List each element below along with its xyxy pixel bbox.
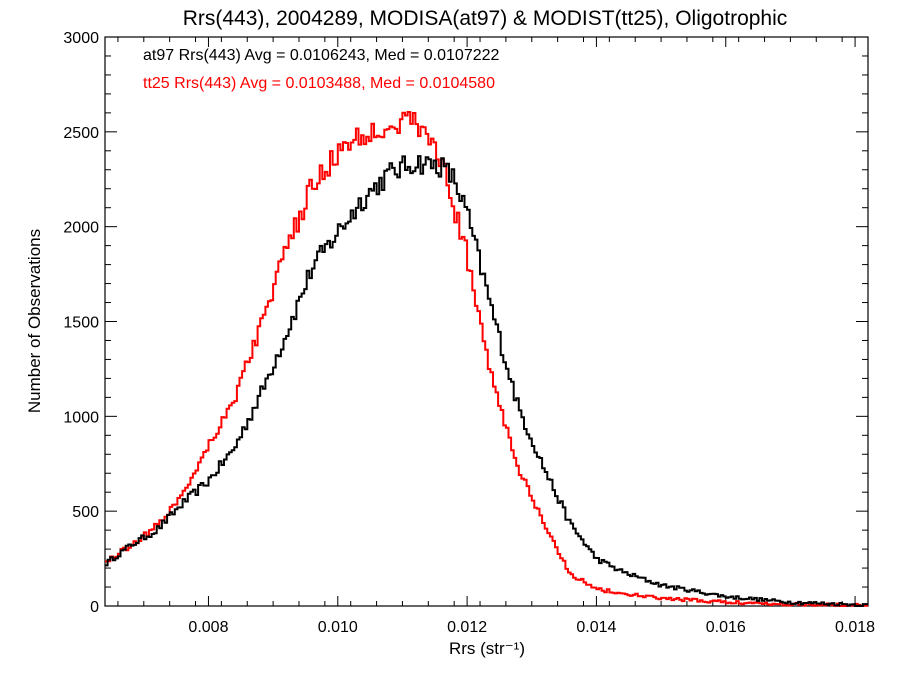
x-tick-label: 0.010 xyxy=(318,619,358,636)
x-tick-label: 0.014 xyxy=(576,619,616,636)
legend-entry-at97: at97 Rrs(443) Avg = 0.0106243, Med = 0.0… xyxy=(143,47,500,64)
y-axis-label: Number of Observations xyxy=(25,229,44,413)
legend: at97 Rrs(443) Avg = 0.0106243, Med = 0.0… xyxy=(143,47,500,92)
y-tick-label: 1000 xyxy=(63,409,99,426)
x-tick-label: 0.016 xyxy=(706,619,746,636)
y-tick-label: 2000 xyxy=(63,220,99,237)
x-tick-label: 0.008 xyxy=(188,619,228,636)
chart-title: Rrs(443), 2004289, MODISA(at97) & MODIST… xyxy=(183,7,788,30)
series-group xyxy=(105,111,868,607)
x-tick-label: 0.012 xyxy=(447,619,487,636)
x-axis-label: Rrs (str⁻¹) xyxy=(449,639,525,658)
series-tt25-line xyxy=(105,111,868,607)
y-tick-label: 2500 xyxy=(63,125,99,142)
y-tick-label: 3000 xyxy=(63,30,99,47)
plot-area xyxy=(104,36,869,607)
y-tick-label: 500 xyxy=(72,504,99,521)
x-tick-label: 0.018 xyxy=(835,619,875,636)
axis-ticks: 0.008 0.010 0.012 0.014 0.016 0.018 0 500 1000 15… xyxy=(63,30,875,636)
y-tick-label: 1500 xyxy=(63,315,99,332)
legend-entry-tt25: tt25 Rrs(443) Avg = 0.0103488, Med = 0.0… xyxy=(143,75,495,92)
y-tick-label: 0 xyxy=(90,599,99,616)
plot-frame xyxy=(104,36,869,607)
series-at97-line xyxy=(105,155,868,607)
